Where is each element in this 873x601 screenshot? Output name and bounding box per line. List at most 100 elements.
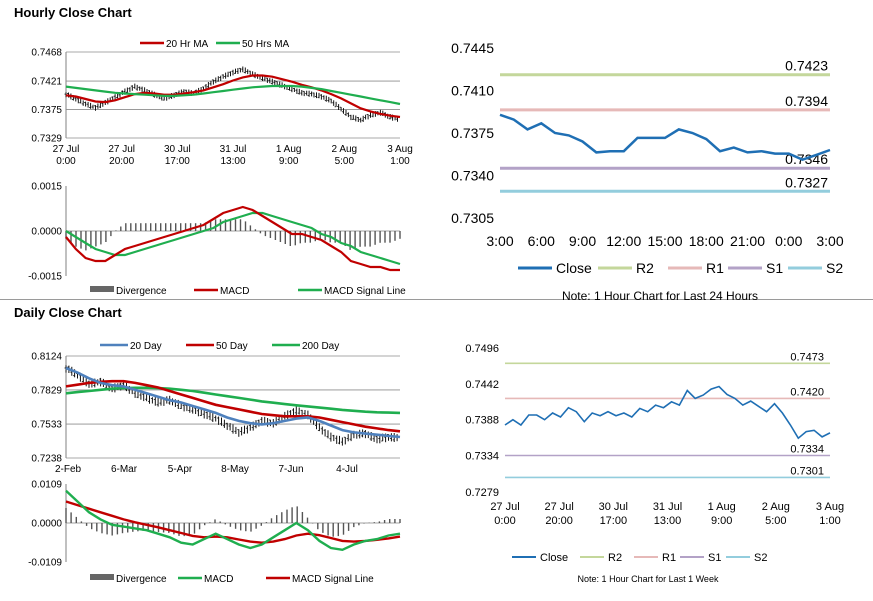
y-tick-label: 0.7305 <box>451 210 494 226</box>
x-tick-label: 2 Aug <box>332 144 358 155</box>
close-line <box>504 385 831 440</box>
y-tick-label: 0.7445 <box>451 40 494 56</box>
x-tick-label: 31 Jul <box>653 501 682 513</box>
x-tick-label: 12:00 <box>606 233 641 249</box>
x-tick-label: 0:00 <box>56 156 76 167</box>
y-tick-label: 0.7468 <box>31 48 62 59</box>
x-tick-label: 17:00 <box>165 156 190 167</box>
x-tick-label: 9:00 <box>569 233 596 249</box>
y-tick-label: 0.7279 <box>465 487 499 499</box>
x-tick-label: 30 Jul <box>164 144 191 155</box>
section-divider <box>0 299 873 300</box>
y-tick-label: 0.7442 <box>465 379 499 391</box>
y-tick-label: 0.7340 <box>451 168 494 184</box>
daily-section-title: Daily Close Chart <box>14 305 122 320</box>
x-tick-label: 27 Jul <box>490 501 519 513</box>
level-label-r1: 0.7394 <box>785 93 828 109</box>
legend-label: 20 Hr MA <box>166 39 209 50</box>
x-tick-label: 5:00 <box>335 156 355 167</box>
level-label-r2: 0.7473 <box>790 351 824 363</box>
x-tick-label: 27 Jul <box>53 144 80 155</box>
x-tick-label: 8-May <box>221 464 249 475</box>
x-tick-label: 4-Jul <box>336 464 358 475</box>
legend-label: R2 <box>608 552 622 564</box>
macd-signal-line <box>65 500 401 544</box>
x-tick-label: 2 Aug <box>762 501 790 513</box>
x-tick-label: 2-Feb <box>55 464 82 475</box>
x-tick-label: 1:00 <box>819 515 840 527</box>
x-tick-label: 9:00 <box>711 515 732 527</box>
y-tick-label: 0.7410 <box>451 83 494 99</box>
y-tick-label: 0.7375 <box>451 125 494 141</box>
x-tick-label: 1:00 <box>390 156 410 167</box>
x-tick-label: 31 Jul <box>220 144 247 155</box>
ma-line-20-hr-ma <box>65 74 401 119</box>
legend-swatch-divergence <box>90 286 114 292</box>
legend-label: MACD Signal Line <box>292 574 374 585</box>
y-tick-label: 0.0000 <box>31 519 62 530</box>
x-tick-label: 18:00 <box>689 233 724 249</box>
y-tick-label: 0.7829 <box>31 385 62 396</box>
y-tick-label: 0.7388 <box>465 415 499 427</box>
y-tick-label: -0.0015 <box>28 272 62 283</box>
x-tick-label: 3:00 <box>486 233 513 249</box>
x-tick-label: 0:00 <box>494 515 515 527</box>
ma-line-20-day <box>65 366 401 439</box>
y-tick-label: 0.0109 <box>31 480 62 491</box>
legend-label: R1 <box>662 552 676 564</box>
y-tick-label: 0.7533 <box>31 420 62 431</box>
x-tick-label: 15:00 <box>647 233 682 249</box>
legend-label: S1 <box>766 260 783 276</box>
x-tick-label: 21:00 <box>730 233 765 249</box>
x-tick-label: 17:00 <box>600 515 628 527</box>
x-tick-label: 6:00 <box>528 233 555 249</box>
ma-line-200-day <box>65 386 401 415</box>
hourly-section-title: Hourly Close Chart <box>14 5 132 20</box>
x-tick-label: 0:00 <box>775 233 802 249</box>
legend-label: Close <box>556 260 592 276</box>
legend-label: Divergence <box>116 286 167 297</box>
y-tick-label: 0.0015 <box>31 182 62 193</box>
x-tick-label: 20:00 <box>109 156 134 167</box>
legend-label: S2 <box>754 552 767 564</box>
ma-line-50-day <box>65 379 401 433</box>
legend-label: R1 <box>706 260 724 276</box>
legend-label: Divergence <box>116 574 167 585</box>
y-tick-label: -0.0109 <box>28 558 62 569</box>
chart-note: Note: 1 Hour Chart for Last 1 Week <box>578 574 719 584</box>
legend-label: 50 Day <box>216 341 248 352</box>
level-label-s1: 0.7334 <box>790 444 824 456</box>
y-tick-label: 0.7329 <box>31 134 62 145</box>
legend-label: S1 <box>708 552 721 564</box>
x-tick-label: 6-Mar <box>111 464 138 475</box>
y-tick-label: 0.7334 <box>465 451 499 463</box>
x-tick-label: 13:00 <box>654 515 682 527</box>
hourly-macd-chart: 0.0015 0.0000 -0.0015 Divergence MACD MACD Si… <box>28 182 406 298</box>
macd-line <box>65 205 400 272</box>
y-tick-label: 0.8124 <box>31 352 62 363</box>
legend-label: 200 Day <box>302 341 339 352</box>
legend-label: MACD <box>204 574 233 585</box>
level-label-s2: 0.7301 <box>790 465 824 477</box>
ma-line-50-hrs-ma <box>65 84 401 106</box>
legend-label: MACD Signal Line <box>324 286 406 297</box>
chart-note: Note: 1 Hour Chart for Last 24 Hours <box>562 289 758 303</box>
legend-label: Close <box>540 552 568 564</box>
y-tick-label: 0.7375 <box>31 105 62 116</box>
level-label-r2: 0.7423 <box>785 58 828 74</box>
legend-label: MACD <box>220 286 249 297</box>
x-tick-label: 20:00 <box>545 515 573 527</box>
x-tick-label: 3 Aug <box>816 501 844 513</box>
level-label-s2: 0.7327 <box>785 174 828 190</box>
legend-label: 50 Hrs MA <box>242 39 290 50</box>
x-tick-label: 5-Apr <box>168 464 193 475</box>
legend-label: S2 <box>826 260 843 276</box>
close-line <box>499 113 831 162</box>
x-tick-label: 1 Aug <box>276 144 302 155</box>
x-tick-label: 30 Jul <box>599 501 628 513</box>
hourly-week-chart: 0.7496 0.7442 0.7388 0.7334 0.7279 0.7473 0.74… <box>465 343 844 584</box>
level-label-r1: 0.7420 <box>790 386 824 398</box>
macd-signal-line <box>65 211 401 266</box>
